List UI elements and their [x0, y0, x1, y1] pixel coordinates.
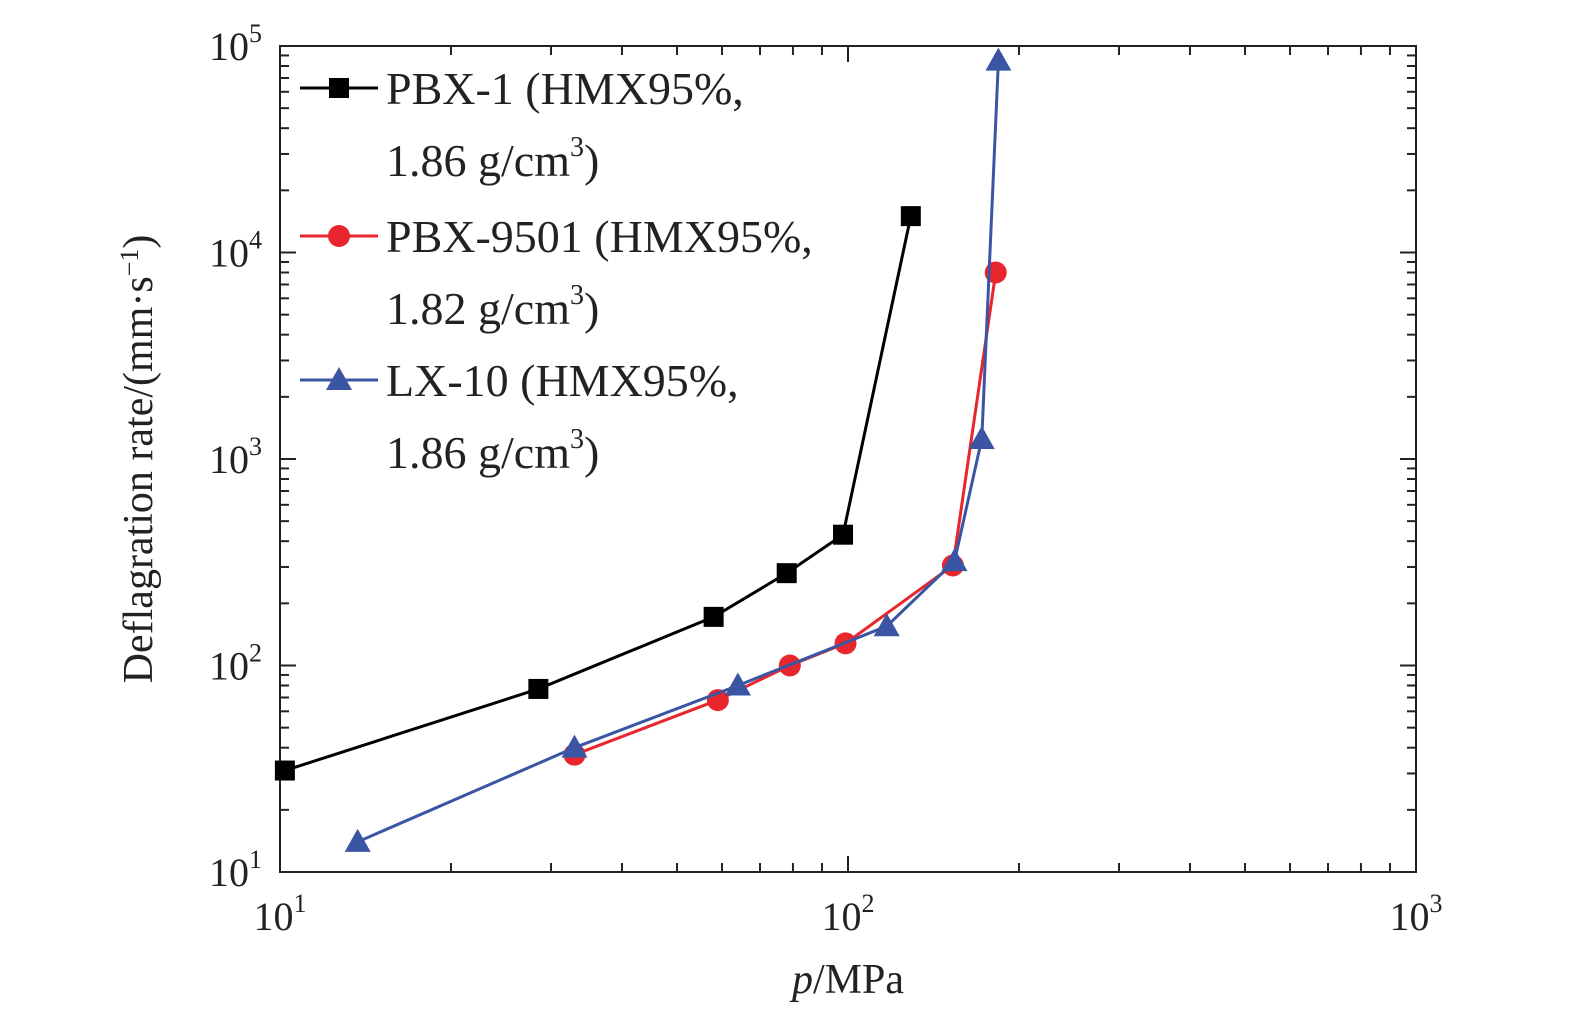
- tick-labels: 101 102 103 101 102 103 104 105: [209, 19, 1443, 939]
- legend-label: LX-10 (HMX95%,: [386, 355, 739, 406]
- x-axis-label-italic: p: [789, 957, 813, 1003]
- legend-label-line2: 1.86 g/cm3): [386, 424, 599, 478]
- y-axis-label-main: Deflagration rate/(mm·s: [116, 276, 162, 683]
- series-line: [573, 272, 998, 757]
- legend-marker: [326, 367, 352, 390]
- data-point: [985, 47, 1012, 71]
- data-point: [703, 606, 724, 627]
- y-tick-label: 105: [209, 19, 262, 69]
- data-point: [873, 613, 900, 637]
- legend-label: PBX-9501 (HMX95%,: [386, 211, 813, 262]
- data-point: [528, 678, 549, 699]
- x-tick-label: 101: [254, 889, 307, 939]
- legend-entry-1: PBX-1 (HMX95%, 1.86 g/cm3): [300, 63, 744, 186]
- y-tick-label: 103: [209, 432, 262, 482]
- legend-label-line2: 1.82 g/cm3): [386, 280, 599, 334]
- data-point: [900, 206, 921, 227]
- legend-entry-3: LX-10 (HMX95%, 1.86 g/cm3): [300, 355, 739, 478]
- legend-label-line2: 1.86 g/cm3): [386, 132, 599, 186]
- series-layer: [274, 47, 1012, 852]
- data-point: [941, 548, 968, 572]
- data-point: [776, 563, 797, 584]
- y-axis-label: Deflagration rate/(mm·s−1): [115, 235, 163, 684]
- series-line: [284, 215, 913, 772]
- y-tick-label: 102: [209, 639, 262, 689]
- data-point: [344, 828, 371, 852]
- data-point: [274, 760, 295, 781]
- data-point: [968, 425, 995, 449]
- series-2: [563, 261, 1007, 766]
- y-tick-label: 104: [209, 226, 262, 276]
- legend-marker: [328, 225, 350, 247]
- x-axis-label: p/MPa: [789, 957, 904, 1003]
- y-axis-label-close: ): [116, 235, 162, 249]
- y-tick-label: 101: [209, 845, 262, 895]
- data-point: [724, 672, 751, 696]
- y-axis-label-sup: −1: [115, 249, 144, 277]
- legend-label: PBX-1 (HMX95%,: [386, 63, 744, 114]
- legend-marker: [329, 78, 349, 98]
- x-tick-label: 103: [1390, 889, 1443, 939]
- data-point: [561, 734, 588, 758]
- legend: PBX-1 (HMX95%, 1.86 g/cm3) PBX-9501 (HMX95…: [300, 63, 813, 478]
- data-point: [833, 524, 854, 545]
- x-tick-label: 102: [822, 889, 875, 939]
- x-axis-label-unit: /MPa: [813, 957, 904, 1003]
- series-1: [274, 206, 921, 781]
- legend-entry-2: PBX-9501 (HMX95%, 1.82 g/cm3): [300, 211, 813, 334]
- axis-ticks: [279, 46, 1416, 873]
- series-3: [344, 47, 1012, 852]
